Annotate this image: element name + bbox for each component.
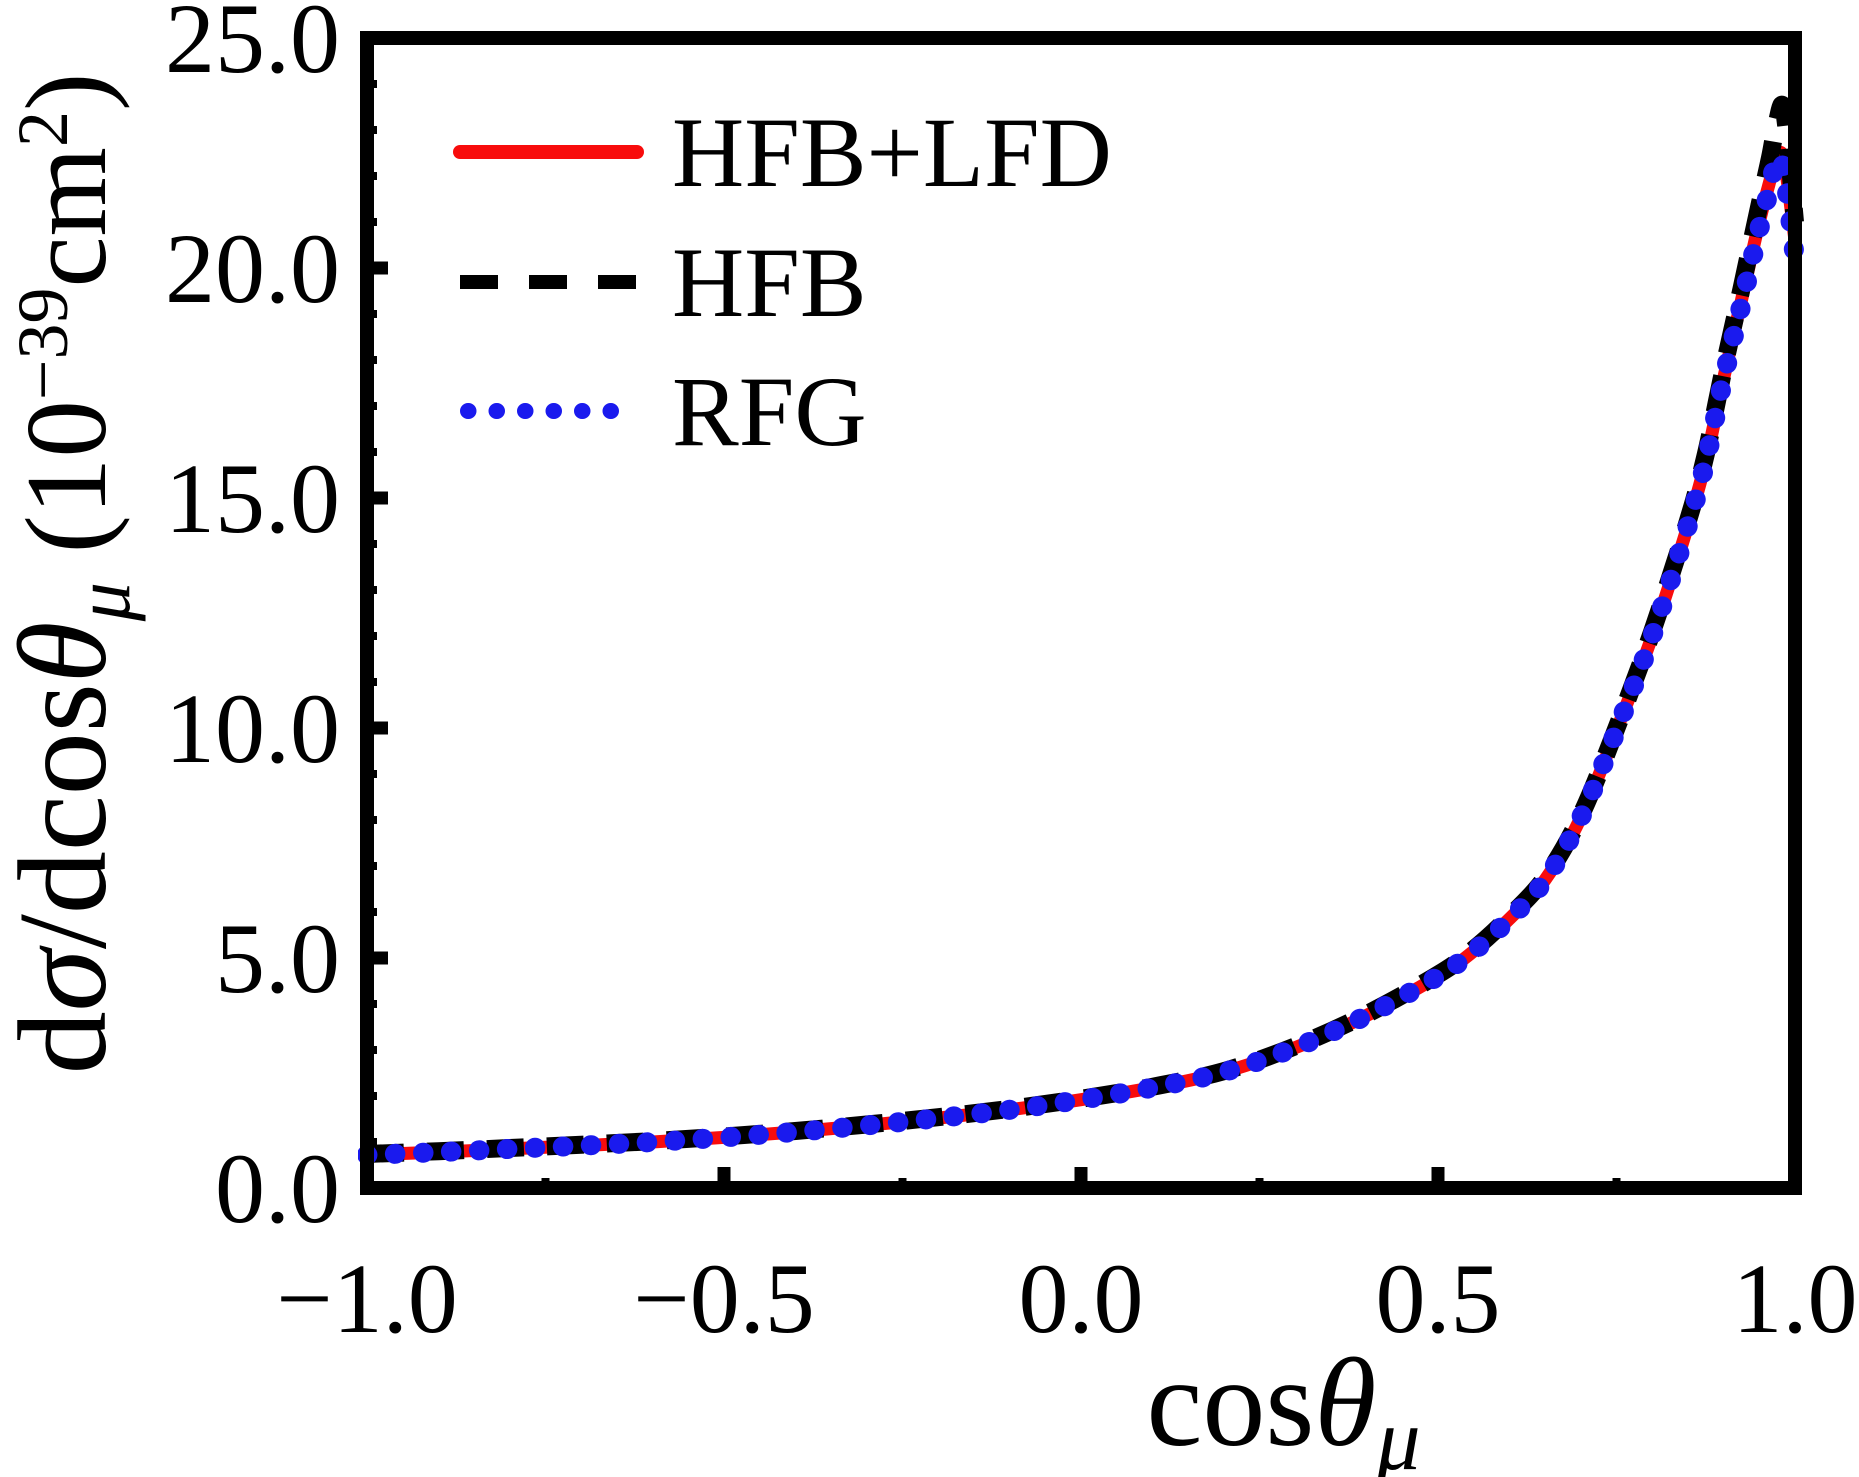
- x-tick-label: 0.0: [1019, 1243, 1144, 1354]
- curves-layer: [358, 95, 1805, 1165]
- x-axis-label: cosθμ: [926, 1334, 1578, 1477]
- curve-hfb: [366, 95, 1804, 1163]
- legend: HFB+LFD HFB RFG: [453, 97, 1112, 467]
- y-tick-label: 10.0: [165, 673, 340, 784]
- legend-label-rfg: RFG: [672, 356, 867, 467]
- plot-frame: [360, 31, 1802, 1195]
- y-tick-label: 5.0: [215, 903, 340, 1014]
- x-tick-label: 1.0: [1733, 1243, 1858, 1354]
- y-axis-label: dσ/dcosθμ (10−39cm2): [0, 0, 146, 1295]
- x-tick-label: −1.0: [276, 1243, 457, 1354]
- legend-label-hfb-lfd: HFB+LFD: [672, 97, 1112, 208]
- x-tick-label: −0.5: [633, 1243, 814, 1354]
- y-tick-label: 0.0: [215, 1133, 340, 1244]
- y-tick-label: 25.0: [165, 0, 340, 94]
- curve-rfg: [358, 146, 1805, 1165]
- curve-hfb-lfd: [366, 145, 1802, 1162]
- x-tick-label: 0.5: [1376, 1243, 1501, 1354]
- axes-layer: −1.0 −0.5 0.0 0.5 1.0 0.0 5.0 10.0 15.0 20.0 25.0: [165, 0, 1858, 1354]
- y-tick-label: 20.0: [165, 213, 340, 324]
- y-tick-label: 15.0: [165, 443, 340, 554]
- legend-label-hfb: HFB: [672, 227, 867, 338]
